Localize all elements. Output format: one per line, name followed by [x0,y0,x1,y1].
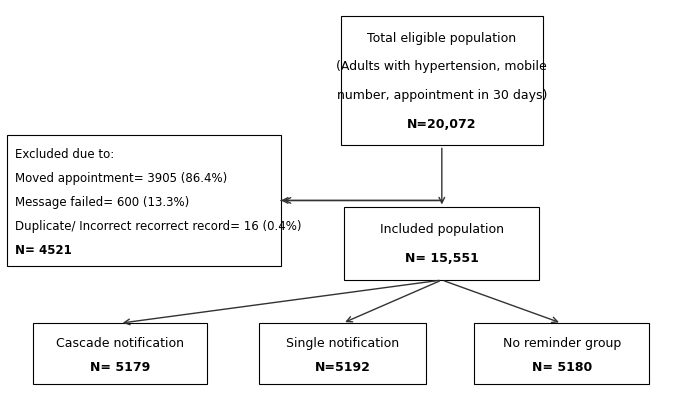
Text: Message failed= 600 (13.3%): Message failed= 600 (13.3%) [15,196,189,209]
Bar [474,323,649,384]
Bar [7,134,281,266]
Text: Duplicate/ Incorrect recorrect record= 16 (0.4%): Duplicate/ Incorrect recorrect record= 1… [15,220,301,233]
Bar [341,16,543,145]
Text: Cascade notification: Cascade notification [56,337,184,350]
Text: N=20,072: N=20,072 [407,118,477,131]
Text: Included population: Included population [379,223,504,236]
Text: N= 4521: N= 4521 [15,244,72,257]
Text: number, appointment in 30 days): number, appointment in 30 days) [336,89,547,102]
Text: Total eligible population: Total eligible population [367,31,516,44]
Bar [32,323,207,384]
Text: N= 5180: N= 5180 [532,361,592,374]
Text: No reminder group: No reminder group [503,337,621,350]
Text: N=5192: N=5192 [314,361,371,374]
Text: Excluded due to:: Excluded due to: [15,148,114,161]
Text: (Adults with hypertension, mobile: (Adults with hypertension, mobile [336,61,547,73]
Text: Moved appointment= 3905 (86.4%): Moved appointment= 3905 (86.4%) [15,172,227,185]
Text: N= 5179: N= 5179 [90,361,150,374]
Text: N= 15,551: N= 15,551 [405,252,479,265]
Bar [345,208,540,280]
Text: Single notification: Single notification [286,337,399,350]
Bar [258,323,426,384]
